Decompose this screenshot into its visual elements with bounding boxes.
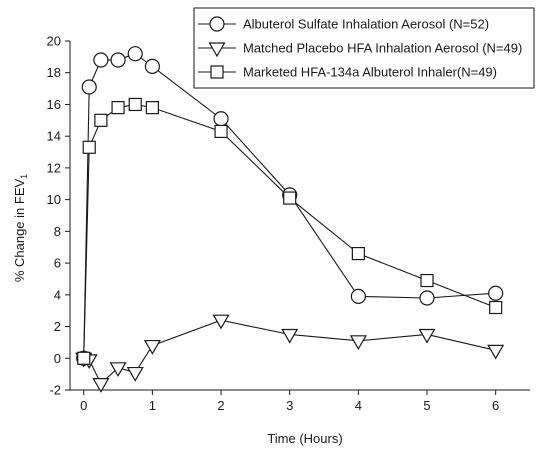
legend-marker-square (210, 65, 224, 79)
x-tick-label: 5 (423, 398, 430, 413)
y-axis-title: % Change in FEV1 (12, 174, 29, 282)
y-tick-label: 10 (47, 192, 61, 207)
data-point-triangle-down (349, 335, 367, 351)
series-square (77, 97, 503, 365)
data-point-square (214, 124, 228, 139)
x-axis-title: Time (Hours) (267, 431, 342, 446)
data-point-triangle-down (143, 339, 161, 355)
data-point-square (489, 300, 503, 315)
x-tick-label: 4 (355, 398, 362, 413)
data-point-triangle-down (212, 314, 230, 330)
y-tick-label: -2 (49, 383, 61, 398)
legend: Albuterol Sulfate Inhalation Aerosol (N=… (193, 7, 535, 89)
legend-label-circle: Albuterol Sulfate Inhalation Aerosol (N=… (243, 17, 489, 32)
x-tick-label: 0 (80, 398, 87, 413)
data-point-triangle-down (126, 366, 144, 382)
data-point-circle (127, 46, 143, 62)
x-tick-label: 2 (217, 398, 224, 413)
y-axis-title-main: % Change in FEV (12, 179, 27, 283)
axes (69, 41, 530, 391)
y-tick-label: 2 (54, 319, 61, 334)
legend-marker-triangle-down (208, 42, 226, 58)
legend-box (193, 7, 535, 89)
data-point-square (111, 101, 125, 115)
y-tick-label: 6 (54, 256, 61, 271)
data-point-square (94, 113, 108, 127)
x-tick-label: 1 (149, 398, 156, 413)
y-axis-title-subscript: 1 (19, 174, 29, 179)
y-tick-label: 12 (47, 160, 61, 175)
data-point-circle (488, 285, 504, 301)
data-point-circle (144, 58, 160, 74)
data-point-circle (213, 111, 229, 127)
data-point-triangle-down (92, 378, 110, 393)
data-point-circle (93, 52, 109, 68)
data-point-square (420, 273, 434, 288)
data-point-circle (110, 52, 126, 68)
data-point-square (145, 101, 159, 115)
data-point-triangle-down (281, 328, 299, 344)
x-axis-ticks: 0 1 2 3 4 5 6 (80, 390, 499, 413)
data-point-triangle-down (418, 328, 436, 344)
data-point-square (77, 351, 91, 365)
data-point-circle (419, 290, 435, 306)
series-line-square (83, 103, 496, 359)
legend-marker-circle (209, 16, 225, 32)
legend-label-square: Marketed HFA-134a Albuterol Inhaler(N=49… (243, 65, 497, 80)
series-line-circle (83, 53, 496, 359)
data-point-triangle-down (109, 362, 127, 377)
y-tick-label: 14 (47, 129, 61, 144)
y-tick-label: 8 (54, 224, 61, 239)
data-point-square (351, 246, 365, 261)
series-triangle-down (75, 314, 505, 393)
legend-label-triangle-down: Matched Placebo HFA Inhalation Aerosol (… (243, 41, 522, 56)
data-point-circle (81, 79, 97, 95)
data-point-triangle-down (487, 344, 505, 360)
y-tick-label: 16 (47, 97, 61, 112)
y-tick-label: 18 (47, 65, 61, 80)
y-axis-ticks: -2 0 2 4 6 8 10 12 14 16 18 20 (47, 34, 70, 398)
y-tick-label: 20 (47, 34, 61, 49)
data-point-square (128, 97, 142, 112)
y-tick-label: 4 (54, 287, 61, 302)
data-point-square (82, 140, 96, 154)
series-circle (76, 46, 504, 366)
series-layer (75, 46, 505, 393)
x-tick-label: 3 (286, 398, 293, 413)
data-point-square (283, 191, 297, 205)
x-tick-label: 6 (492, 398, 499, 413)
y-tick-label: 0 (54, 351, 61, 366)
data-point-circle (350, 288, 366, 305)
